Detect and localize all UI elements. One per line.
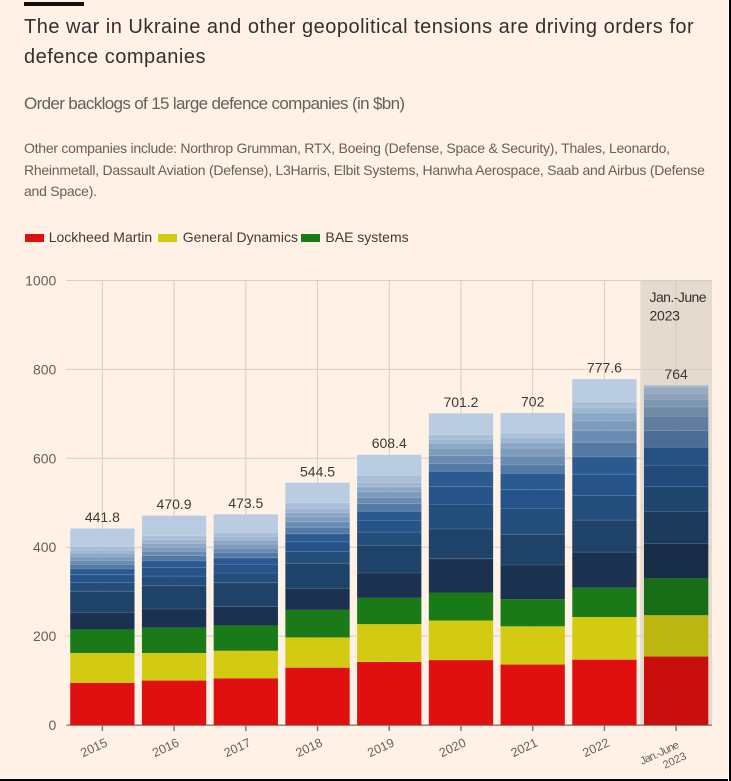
svg-text:2016: 2016	[150, 736, 181, 760]
svg-text:777.6: 777.6	[587, 360, 622, 376]
svg-text:600: 600	[33, 450, 57, 466]
svg-text:Jan.-June: Jan.-June	[650, 289, 707, 305]
svg-text:2020: 2020	[437, 736, 468, 760]
svg-text:400: 400	[33, 539, 57, 555]
svg-text:2023: 2023	[650, 308, 681, 324]
svg-text:764: 764	[664, 366, 688, 382]
svg-text:441.8: 441.8	[85, 509, 120, 525]
svg-text:2019: 2019	[365, 736, 396, 760]
svg-text:800: 800	[33, 361, 57, 377]
svg-text:2017: 2017	[222, 736, 253, 760]
svg-text:544.5: 544.5	[300, 463, 335, 479]
svg-text:2018: 2018	[294, 736, 325, 760]
svg-text:608.4: 608.4	[372, 435, 407, 451]
svg-text:2021: 2021	[509, 736, 540, 760]
svg-text:473.5: 473.5	[228, 495, 263, 511]
svg-text:2022: 2022	[580, 736, 611, 760]
svg-text:1000: 1000	[25, 273, 56, 289]
svg-text:702: 702	[521, 393, 545, 409]
svg-text:2015: 2015	[78, 736, 109, 760]
svg-text:701.2: 701.2	[443, 394, 478, 410]
svg-text:200: 200	[33, 628, 57, 644]
svg-text:470.9: 470.9	[157, 496, 192, 512]
svg-text:0: 0	[49, 717, 57, 733]
